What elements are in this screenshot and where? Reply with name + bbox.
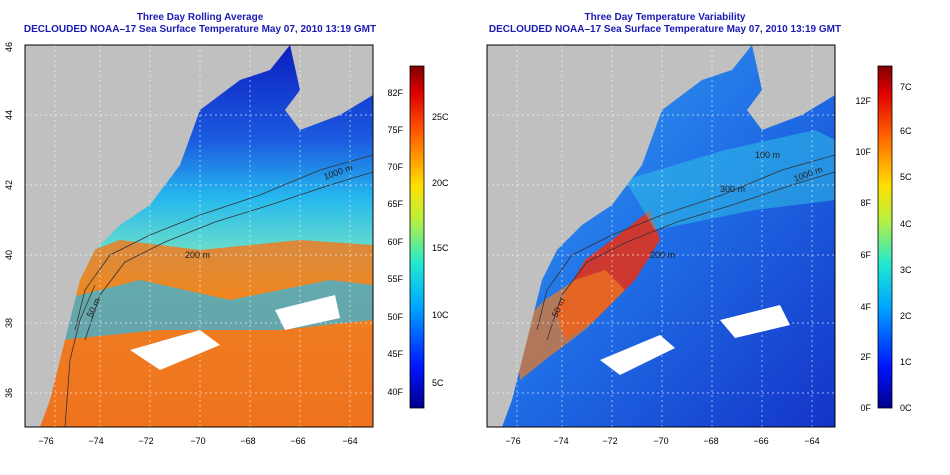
left-title: Three Day Rolling Average xyxy=(136,12,264,23)
left-cb-f-55: 55F xyxy=(387,274,403,284)
r-lon-label-70: −70 xyxy=(653,436,668,446)
r-lat-label-40: 40 xyxy=(475,250,477,260)
left-frame xyxy=(24,44,374,428)
left-cb-c-5: 5C xyxy=(432,378,444,388)
r-lat-label-38: 38 xyxy=(475,318,477,328)
left-subtitle: DECLOUDED NOAA–17 Sea Surface Temperatur… xyxy=(23,24,377,35)
r-lon-label-68: −68 xyxy=(703,436,718,446)
left-cb-f-70: 70F xyxy=(387,162,403,172)
right-white-patch-1 xyxy=(600,335,675,375)
right-contour-label-300: 300 m xyxy=(720,184,745,194)
left-map: 1000 m 200 m 50 m 46 44 42 40 38 36 −76 … xyxy=(4,42,449,446)
right-cb-f-10: 10F xyxy=(855,147,871,157)
right-cb-c-4: 4C xyxy=(900,219,912,229)
right-cb-c-3: 3C xyxy=(900,265,912,275)
left-white-patch-1 xyxy=(130,330,220,370)
left-lon-labels: −76 −74 −72 −70 −68 −66 −64 xyxy=(38,436,357,446)
right-colorbar xyxy=(877,65,893,409)
left-cb-f-82: 82F xyxy=(387,88,403,98)
right-land xyxy=(487,45,752,427)
right-contour-label-200: 200 m xyxy=(650,250,675,260)
lat-label-38: 38 xyxy=(4,318,14,328)
lon-label-66: −66 xyxy=(290,436,305,446)
right-cb-c-6: 6C xyxy=(900,126,912,136)
lon-label-72: −72 xyxy=(138,436,153,446)
right-cb-f-8: 8F xyxy=(860,198,871,208)
right-gridlines xyxy=(487,45,835,427)
lon-label-74: −74 xyxy=(88,436,103,446)
r-lat-label-46: 46 xyxy=(475,42,477,52)
left-cb-f-50: 50F xyxy=(387,312,403,322)
left-shelf-contour-2 xyxy=(84,171,373,341)
left-cb-f-40: 40F xyxy=(387,387,403,397)
lon-label-76: −76 xyxy=(38,436,53,446)
right-cb-c-5: 5C xyxy=(900,172,912,182)
right-cb-f-4: 4F xyxy=(860,302,871,312)
left-cb-c-10: 10C xyxy=(432,310,449,320)
right-cb-f-2: 2F xyxy=(860,352,871,362)
r-lat-label-44: 44 xyxy=(475,110,477,120)
lat-label-42: 42 xyxy=(4,180,14,190)
right-north-land xyxy=(747,45,835,130)
r-lon-label-76: −76 xyxy=(505,436,520,446)
right-shelf-contour-2 xyxy=(546,171,835,341)
left-colorbar xyxy=(409,65,425,409)
r-lon-label-64: −64 xyxy=(804,436,819,446)
left-cb-c-20: 20C xyxy=(432,178,449,188)
left-cb-c-15: 15C xyxy=(432,243,449,253)
lat-label-44: 44 xyxy=(4,110,14,120)
right-shelf-contour xyxy=(536,154,835,331)
left-colorbar-f-labels: 82F 75F 70F 65F 60F 55F 50F 45F 40F xyxy=(387,88,403,397)
lon-label-70: −70 xyxy=(190,436,205,446)
r-lon-label-74: −74 xyxy=(553,436,568,446)
left-cb-f-75: 75F xyxy=(387,125,403,135)
right-lon-labels: −76 −74 −72 −70 −68 −66 −64 xyxy=(505,436,819,446)
right-contour-label-100: 100 m xyxy=(755,150,780,160)
left-cb-f-65: 65F xyxy=(387,199,403,209)
lon-label-68: −68 xyxy=(240,436,255,446)
left-shelf-contour-3 xyxy=(64,284,96,427)
r-lon-label-66: −66 xyxy=(753,436,768,446)
right-cb-f-0: 0F xyxy=(860,403,871,413)
right-colorbar-f-labels: 12F 10F 8F 6F 4F 2F 0F xyxy=(855,96,871,413)
right-lat-labels: 46 44 42 40 38 36 xyxy=(475,42,477,398)
lat-label-40: 40 xyxy=(4,250,14,260)
left-land xyxy=(25,45,290,427)
left-cb-f-45: 45F xyxy=(387,349,403,359)
right-cb-c-0: 0C xyxy=(900,403,912,413)
r-lat-label-36: 36 xyxy=(475,388,477,398)
right-warm-band xyxy=(515,270,625,380)
right-cb-c-2: 2C xyxy=(900,311,912,321)
right-cyan-band xyxy=(625,130,835,230)
left-gridlines xyxy=(25,45,373,427)
lon-label-64: −64 xyxy=(342,436,357,446)
right-colorbar-c-labels: 7C 6C 5C 4C 3C 2C 1C 0C xyxy=(900,82,912,413)
r-lon-label-72: −72 xyxy=(602,436,617,446)
right-frame xyxy=(486,44,836,428)
left-colorbar-c-labels: 25C 20C 15C 10C 5C xyxy=(432,112,449,388)
left-cb-c-25: 25C xyxy=(432,112,449,122)
right-cb-c-7: 7C xyxy=(900,82,912,92)
right-title: Three Day Temperature Variability xyxy=(584,12,746,23)
right-cb-f-6: 6F xyxy=(860,250,871,260)
r-lat-label-42: 42 xyxy=(475,180,477,190)
right-cb-f-12: 12F xyxy=(855,96,871,106)
left-white-patch-2 xyxy=(275,295,340,330)
lat-label-46: 46 xyxy=(4,42,14,52)
right-cb-c-1: 1C xyxy=(900,357,912,367)
left-shelf-contour xyxy=(74,154,373,331)
right-subtitle: DECLOUDED NOAA–17 Sea Surface Temperatur… xyxy=(488,24,842,35)
left-contour-label-200: 200 m xyxy=(185,250,210,260)
left-lat-labels: 46 44 42 40 38 36 xyxy=(4,42,14,398)
right-map: 100 m 300 m 1000 m 200 m 50 m 46 44 42 4… xyxy=(475,42,912,446)
left-north-land xyxy=(285,45,373,130)
left-cb-f-60: 60F xyxy=(387,237,403,247)
right-white-patch-2 xyxy=(720,305,790,338)
lat-label-36: 36 xyxy=(4,388,14,398)
